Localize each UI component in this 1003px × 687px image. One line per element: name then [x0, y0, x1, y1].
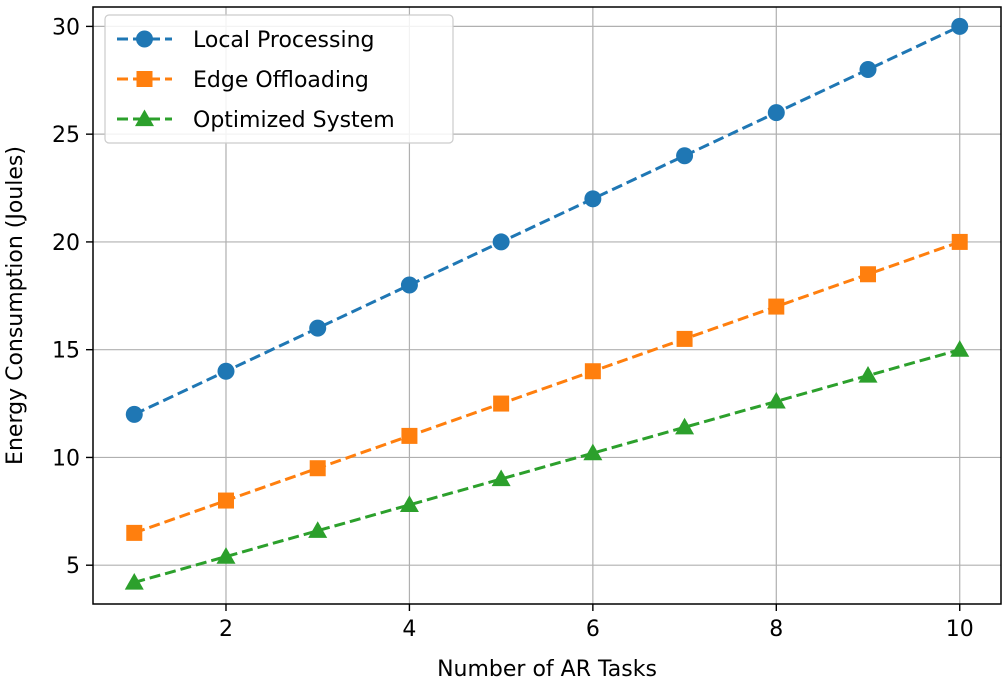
data-point-edge-offloading [584, 363, 601, 380]
data-point-local-processing [217, 362, 235, 380]
legend-marker-optimized-system [135, 109, 154, 127]
data-point-optimized-system [124, 572, 144, 590]
series-local-processing [125, 17, 969, 423]
ticks: 2 4 6 8 10 5 10 15 20 25 30 [52, 15, 974, 642]
data-point-edge-offloading [401, 427, 418, 444]
x-tick-label: 8 [769, 617, 783, 642]
data-point-local-processing [584, 190, 602, 208]
legend-entry-edge-offloading: Edge Offloading [117, 68, 369, 93]
data-point-optimized-system [675, 417, 695, 435]
data-point-edge-offloading [951, 233, 968, 250]
data-point-edge-offloading [217, 492, 234, 509]
x-axis-title: Number of AR Tasks [437, 657, 657, 682]
series-line-optimized-system [133, 348, 961, 584]
data-point-edge-offloading [309, 460, 326, 477]
data-point-optimized-system [308, 521, 328, 538]
y-tick-label: 30 [52, 15, 80, 40]
legend: Local Processing Edge Offloading Optimized… [104, 14, 454, 144]
data-point-optimized-system [491, 469, 511, 487]
x-tick-label: 6 [586, 617, 600, 642]
data-point-local-processing [859, 61, 877, 79]
x-tick-label: 2 [219, 617, 233, 642]
legend-entry-optimized-system: Optimized System [117, 108, 395, 133]
legend-label-local-processing: Local Processing [193, 28, 375, 53]
series-line-local-processing [133, 25, 961, 416]
series-optimized-system [124, 340, 970, 590]
legend-label-optimized-system: Optimized System [193, 108, 395, 133]
data-point-local-processing [400, 276, 418, 294]
data-point-optimized-system [950, 340, 970, 357]
y-tick-label: 25 [52, 123, 80, 148]
x-tick-label: 4 [402, 617, 416, 642]
data-point-optimized-system [766, 391, 786, 409]
y-tick-label: 15 [52, 339, 80, 364]
data-point-edge-offloading [860, 266, 877, 283]
data-point-optimized-system [399, 495, 419, 512]
data-point-local-processing [676, 147, 694, 165]
data-point-edge-offloading [676, 330, 693, 347]
data-point-optimized-system [858, 366, 878, 383]
legend-marker-edge-offloading [136, 71, 153, 87]
y-axis-title: Energy Consumption (Joules) [3, 146, 28, 465]
data-point-edge-offloading [493, 395, 510, 412]
data-point-edge-offloading [768, 298, 785, 315]
data-point-optimized-system [216, 547, 236, 564]
legend-entry-local-processing: Local Processing [117, 28, 375, 53]
plot-frame [92, 6, 1002, 605]
series-edge-offloading [126, 233, 968, 541]
data-point-local-processing [767, 104, 785, 122]
y-tick-label: 20 [52, 231, 80, 256]
y-tick-label: 5 [66, 554, 80, 579]
legend-label-edge-offloading: Edge Offloading [193, 68, 369, 93]
data-point-local-processing [125, 405, 143, 423]
data-point-optimized-system [583, 443, 603, 461]
legend-frame [104, 14, 454, 144]
data-point-local-processing [309, 319, 327, 337]
y-tick-label: 10 [52, 446, 80, 471]
x-tick-label: 10 [946, 617, 974, 642]
series-layer [124, 17, 970, 590]
series-line-edge-offloading [133, 240, 961, 535]
data-point-local-processing [951, 17, 969, 35]
legend-marker-local-processing [136, 30, 153, 48]
data-point-local-processing [492, 233, 510, 251]
data-point-edge-offloading [126, 524, 143, 541]
